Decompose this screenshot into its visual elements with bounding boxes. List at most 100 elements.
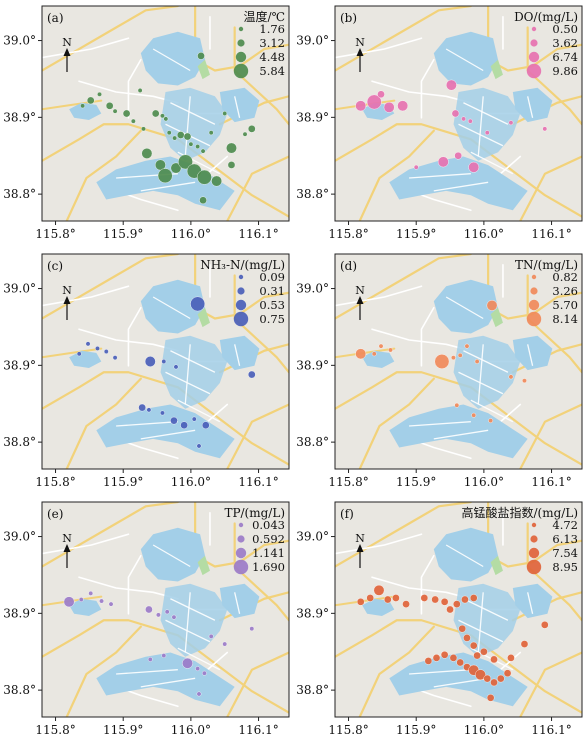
data-point: [446, 605, 454, 614]
data-point: [440, 598, 449, 606]
y-tick-label: 39.0°: [3, 282, 36, 296]
north-arrow-head: [356, 544, 364, 552]
data-point: [171, 614, 177, 620]
data-point: [63, 596, 75, 608]
data-point: [437, 156, 449, 168]
panel-tag: (f): [340, 507, 354, 521]
data-point: [201, 421, 210, 430]
road: [519, 651, 582, 717]
data-point: [144, 356, 156, 367]
canal: [433, 429, 489, 440]
legend-label: 3.62: [552, 36, 578, 50]
north-label: N: [355, 36, 365, 49]
panel-tag: (a): [47, 11, 64, 25]
canal: [477, 344, 484, 405]
legend-symbol: [233, 311, 249, 327]
y-tick-label: 39.0°: [296, 282, 329, 296]
road: [42, 254, 179, 320]
legend-label: 0.75: [259, 312, 285, 326]
legend-symbol: [528, 299, 540, 311]
lake-east: [219, 583, 260, 619]
panel-tag: (c): [47, 259, 63, 273]
y-tick-label: 38.9°: [3, 606, 36, 620]
road: [226, 403, 289, 469]
legend-label: 6.13: [552, 532, 578, 546]
data-point: [195, 144, 201, 149]
data-point: [182, 657, 193, 669]
lake-south: [389, 652, 528, 707]
lake-north: [433, 279, 499, 334]
x-tick-label: 116.1°: [238, 475, 278, 489]
x-tick-label: 115.8°: [328, 723, 368, 737]
road: [65, 625, 142, 717]
road: [42, 619, 289, 714]
data-point: [161, 359, 167, 364]
y-tick-label: 39.0°: [296, 530, 329, 544]
data-point: [190, 296, 206, 312]
data-point: [490, 678, 498, 687]
data-point: [146, 407, 152, 413]
lake-east: [512, 335, 553, 371]
data-point: [161, 653, 167, 658]
lake-northwest: [362, 350, 395, 368]
road: [526, 26, 582, 126]
data-point: [469, 641, 478, 650]
y-tick-label: 38.8°: [296, 683, 329, 697]
legend-symbol: [235, 51, 247, 63]
legend-symbol: [531, 26, 537, 32]
y-tick-label: 38.9°: [296, 110, 329, 124]
map-layer: [42, 502, 289, 717]
north-label: N: [62, 532, 72, 545]
data-point: [378, 343, 384, 349]
legend-symbol: [526, 311, 542, 327]
y-tick-label: 38.9°: [3, 110, 36, 124]
data-point: [160, 113, 165, 119]
map-panel-f: 115.8° 115.9° 116.0° 116.1° 39.0° 38.9° 38.8° (…: [296, 501, 583, 737]
lake-south: [389, 156, 528, 211]
x-tick-label: 116.1°: [531, 475, 571, 489]
lake-south: [389, 404, 528, 459]
data-point: [486, 694, 495, 702]
legend-symbol: [237, 287, 245, 295]
data-point: [456, 658, 464, 667]
data-point: [222, 111, 228, 116]
legend-label: 0.53: [259, 298, 285, 312]
data-point: [227, 161, 236, 169]
road: [358, 129, 435, 221]
road: [519, 155, 582, 221]
data-point: [457, 352, 463, 358]
data-point: [397, 100, 409, 112]
legend-symbol: [238, 274, 244, 280]
data-point: [170, 162, 182, 174]
legend-label: 4.48: [259, 50, 285, 64]
legend-label: 7.54: [552, 546, 578, 560]
data-point: [540, 621, 549, 629]
canal: [463, 102, 509, 125]
legend-label: 0.592: [252, 532, 285, 546]
road: [335, 619, 582, 714]
road: [335, 123, 582, 218]
canal: [140, 429, 196, 440]
data-point: [451, 109, 460, 118]
data-point: [141, 126, 146, 132]
x-tick-label: 115.9°: [103, 227, 143, 241]
x-tick-label: 116.1°: [531, 227, 571, 241]
legend-symbol: [238, 26, 244, 32]
data-point: [137, 88, 143, 93]
legend-label: 8.14: [552, 312, 578, 326]
road: [42, 502, 179, 568]
legend-label: 5.70: [552, 298, 578, 312]
data-point: [95, 346, 100, 351]
canal: [170, 350, 216, 373]
data-point: [451, 355, 456, 361]
data-point: [488, 418, 494, 424]
data-point: [467, 118, 473, 124]
data-point: [80, 103, 86, 109]
road: [127, 554, 142, 615]
x-tick-label: 116.0°: [464, 227, 504, 241]
road: [335, 37, 423, 59]
legend-symbol: [531, 522, 537, 528]
data-point: [172, 135, 178, 141]
legend-symbol: [233, 559, 249, 575]
data-point: [458, 624, 467, 633]
